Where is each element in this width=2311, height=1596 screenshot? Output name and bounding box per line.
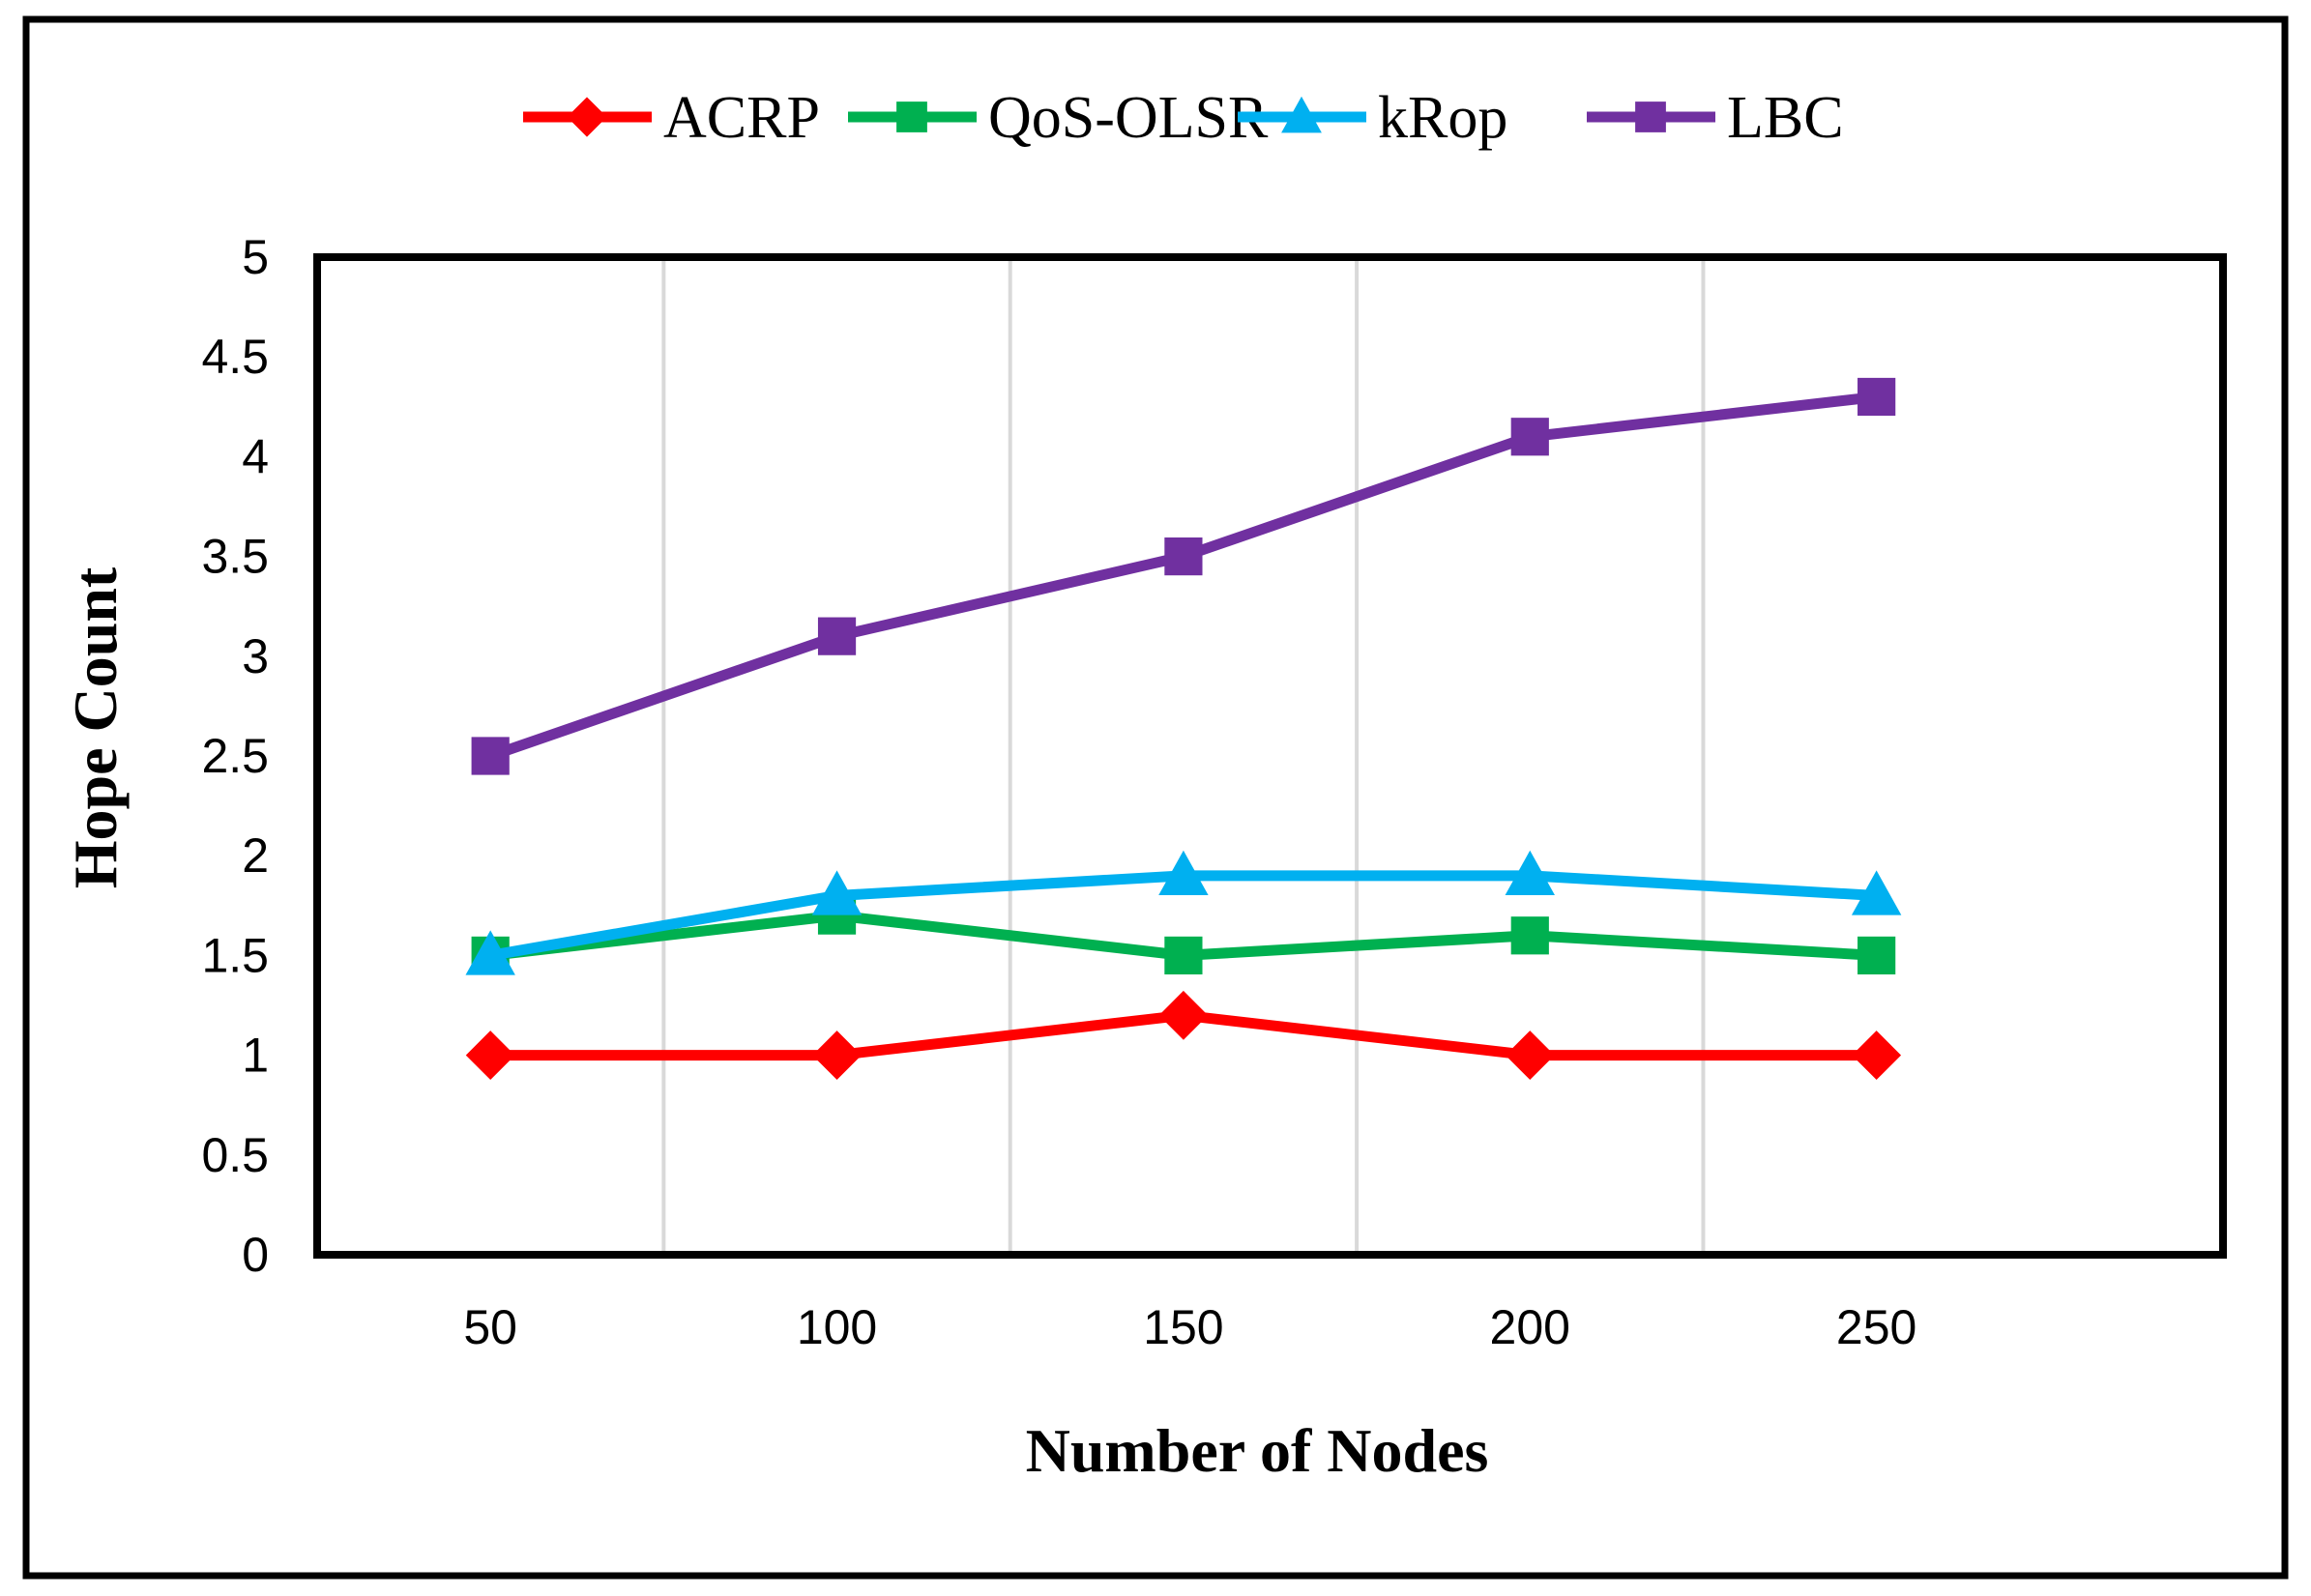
series-group bbox=[465, 377, 1902, 1081]
data-point-krop bbox=[1851, 870, 1902, 915]
data-point-lbc bbox=[1858, 377, 1896, 417]
x-tick-label: 150 bbox=[1143, 1300, 1223, 1354]
y-tick-label: 3.5 bbox=[201, 530, 269, 584]
y-tick-label: 0 bbox=[242, 1228, 269, 1282]
data-point-krop bbox=[1505, 850, 1555, 896]
x-tick-label: 250 bbox=[1836, 1300, 1916, 1354]
legend-label-krop: kRop bbox=[1378, 85, 1507, 151]
series-acrp bbox=[465, 990, 1902, 1081]
data-point-lbc bbox=[471, 737, 510, 775]
legend-label-qos-olsr: QoS-OLSR bbox=[988, 85, 1269, 151]
y-tick-label: 1.5 bbox=[201, 928, 269, 982]
series-lbc bbox=[471, 377, 1896, 775]
data-point-acrp bbox=[465, 1030, 515, 1081]
data-point-acrp bbox=[1852, 1030, 1902, 1081]
y-tick-label: 4 bbox=[242, 429, 269, 483]
series-krop bbox=[465, 850, 1902, 975]
data-point-qos-olsr bbox=[1510, 916, 1549, 955]
x-tick-label: 100 bbox=[797, 1300, 877, 1354]
outer-frame bbox=[22, 15, 2289, 1580]
data-point-krop bbox=[1158, 850, 1209, 896]
legend-item-lbc: LBC bbox=[1587, 85, 1844, 151]
data-point-qos-olsr bbox=[1164, 936, 1203, 974]
legend-marker-qos-olsr bbox=[896, 102, 927, 132]
data-point-acrp bbox=[1505, 1030, 1555, 1081]
data-point-lbc bbox=[817, 617, 857, 655]
data-point-lbc bbox=[1510, 418, 1549, 456]
y-tick-label: 1 bbox=[242, 1029, 269, 1083]
data-point-acrp bbox=[812, 1030, 862, 1081]
y-tick-label: 2 bbox=[242, 828, 269, 883]
data-point-krop bbox=[465, 930, 515, 975]
legend-marker-lbc bbox=[1635, 102, 1666, 132]
x-axis-ticks: 50 100 150 200 250 bbox=[463, 1300, 1916, 1354]
y-tick-label: 5 bbox=[242, 230, 269, 284]
y-tick-label: 2.5 bbox=[201, 729, 269, 783]
plot-area-border bbox=[313, 253, 2227, 1259]
legend-marker-krop bbox=[1281, 96, 1322, 133]
y-axis-ticks: 0 0.5 1 1.5 2 2.5 3 3.5 4 4.5 5 bbox=[201, 230, 269, 1282]
legend-item-acrp: ACRP bbox=[523, 85, 820, 151]
x-tick-label: 50 bbox=[463, 1300, 517, 1354]
y-tick-label: 0.5 bbox=[201, 1128, 269, 1182]
y-axis-title: Hope Count bbox=[61, 566, 130, 888]
y-tick-label: 3 bbox=[242, 629, 269, 683]
data-point-lbc bbox=[1164, 537, 1203, 576]
x-tick-label: 200 bbox=[1490, 1300, 1570, 1354]
x-axis-title: Number of Nodes bbox=[1026, 1416, 1489, 1485]
data-point-acrp bbox=[1158, 990, 1209, 1040]
legend-item-krop: kRop bbox=[1238, 85, 1507, 151]
legend-label-lbc: LBC bbox=[1727, 85, 1844, 151]
y-tick-label: 4.5 bbox=[201, 330, 269, 384]
legend: ACRP QoS-OLSR kRop LBC bbox=[523, 85, 1844, 151]
legend-item-qos-olsr: QoS-OLSR bbox=[848, 85, 1269, 151]
legend-marker-acrp bbox=[567, 97, 607, 137]
grid-lines bbox=[661, 257, 1706, 1255]
legend-label-acrp: ACRP bbox=[663, 85, 820, 151]
data-point-krop bbox=[811, 870, 863, 915]
data-point-qos-olsr bbox=[1858, 936, 1896, 974]
